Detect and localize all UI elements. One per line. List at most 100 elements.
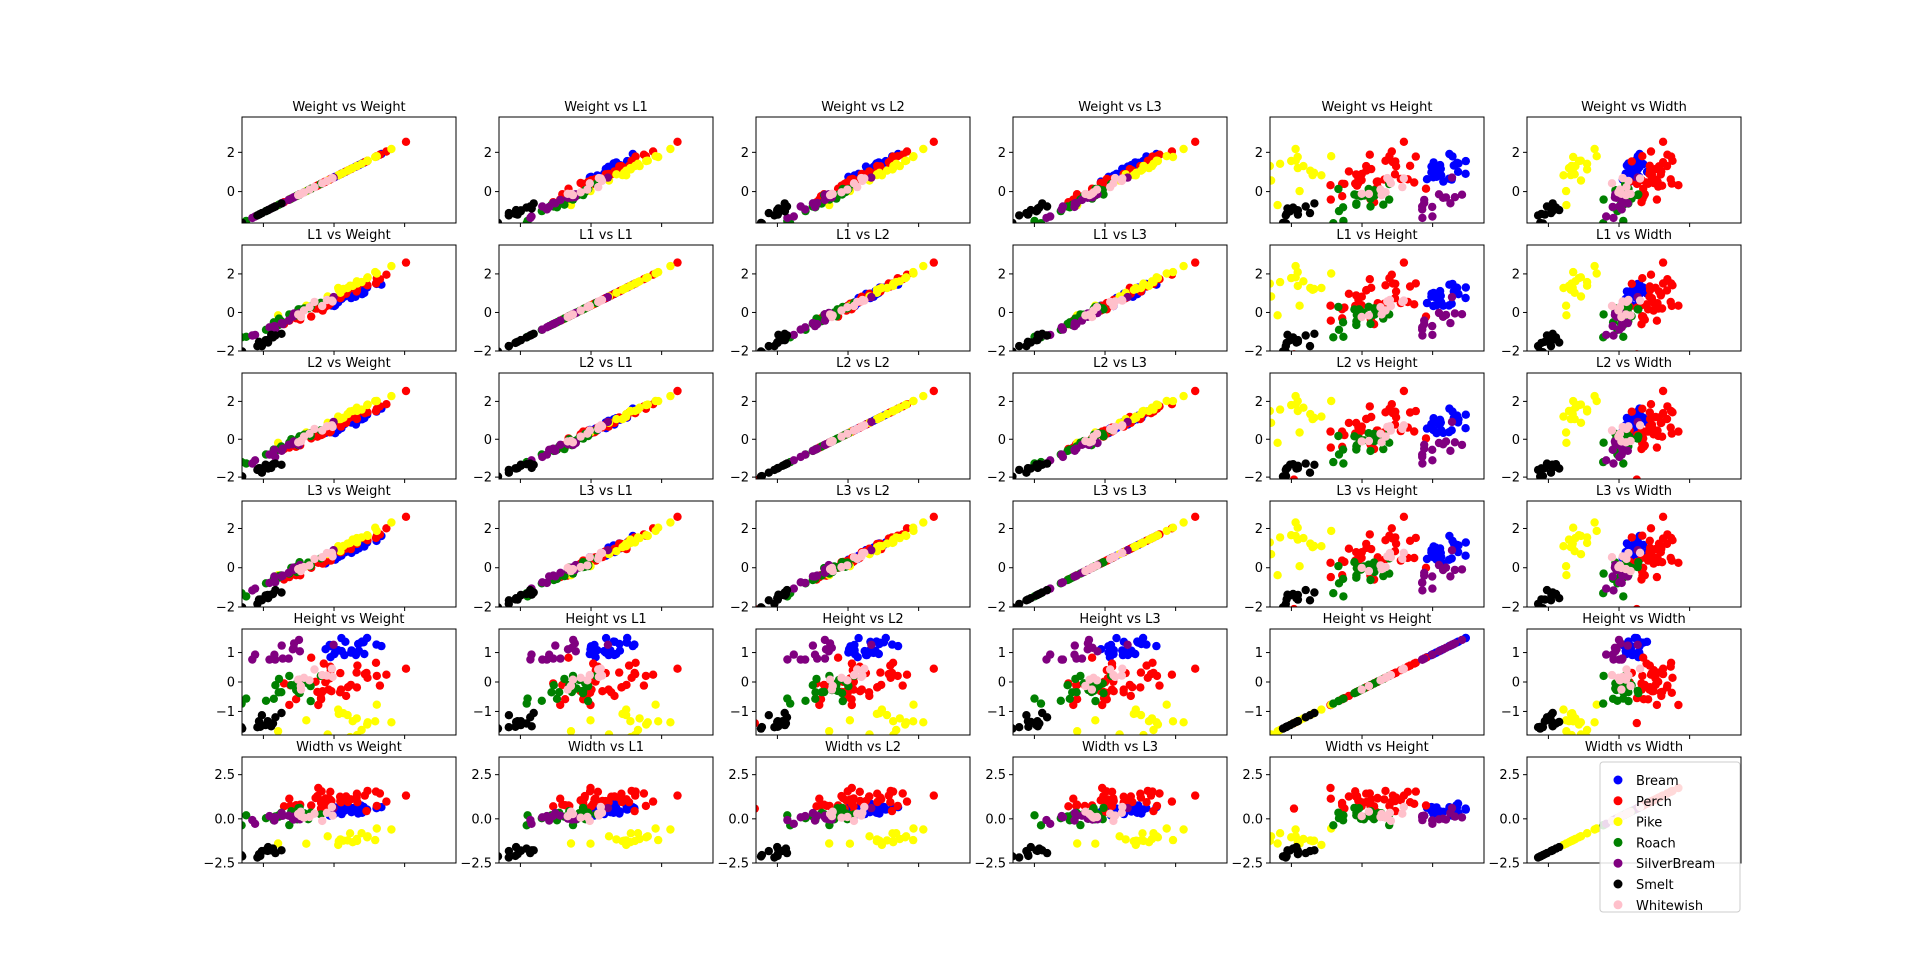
point-smelt [1310, 588, 1319, 597]
point-perch [864, 792, 874, 801]
point-roach [783, 694, 792, 703]
point-smelt [1282, 224, 1290, 232]
point-perch [1651, 680, 1660, 690]
point-pike [1273, 200, 1282, 210]
point-pike [387, 144, 396, 154]
point-pike [865, 730, 874, 735]
point-pike [666, 261, 675, 271]
point-perch [627, 673, 636, 682]
point-silverbream [284, 195, 293, 205]
point-perch [1155, 681, 1164, 690]
point-pike [626, 829, 635, 838]
point-perch [382, 270, 391, 279]
point-perch [346, 680, 356, 690]
point-roach [801, 696, 810, 705]
point-pike [1562, 200, 1571, 210]
axes-frame [498, 756, 714, 864]
point-smelt [756, 603, 766, 607]
point-whitewish [827, 685, 837, 694]
point-perch [372, 671, 381, 681]
point-smelt [228, 723, 236, 731]
point-whitewish [305, 303, 314, 312]
point-whitewish [305, 812, 314, 822]
point-whitewish [1092, 185, 1102, 194]
point-perch [1072, 695, 1082, 704]
point-pike [273, 839, 283, 848]
point-whitewish [843, 185, 852, 194]
point-silverbream [551, 641, 560, 650]
subplot-l1-vs-height: L1 vs Height−202 [1244, 228, 1485, 360]
point-perch [1143, 673, 1153, 682]
point-silverbream [789, 212, 798, 221]
point-pike [1317, 412, 1326, 421]
point-smelt [1013, 724, 1017, 733]
point-smelt [1305, 208, 1315, 218]
point-silverbream [1602, 584, 1611, 593]
point-pike [1574, 531, 1584, 540]
point-perch [1365, 402, 1375, 411]
point-pike [387, 391, 396, 401]
point-pike [1561, 428, 1571, 437]
point-perch [1627, 157, 1637, 166]
scatter-points [756, 512, 938, 607]
point-silverbream [538, 578, 547, 587]
point-whitewish [1398, 554, 1407, 564]
point-smelt [1042, 459, 1052, 468]
point-perch [1668, 408, 1677, 417]
point-pike [1162, 152, 1171, 161]
point-bream [1445, 404, 1454, 413]
point-silverbream [867, 173, 876, 182]
point-perch [1344, 544, 1354, 553]
point-smelt [1032, 591, 1041, 600]
point-whitewish [294, 564, 303, 574]
point-perch [1646, 270, 1656, 279]
point-smelt [242, 347, 247, 351]
point-whitewish [1621, 564, 1631, 574]
point-smelt [277, 708, 286, 718]
point-whitewish [825, 310, 835, 319]
point-perch [1399, 137, 1409, 146]
y-tick-label: 1 [1255, 646, 1263, 661]
point-pike [1295, 428, 1304, 437]
point-silverbream [1609, 655, 1618, 664]
point-silverbream [1623, 446, 1633, 455]
subplot-l3-vs-l3: L3 vs L3−202 [987, 484, 1228, 616]
point-bream [1633, 162, 1642, 171]
point-roach [1334, 184, 1343, 194]
y-tick-label: 2 [484, 146, 492, 161]
y-tick-label: 2 [1512, 146, 1520, 161]
y-tick-label: 0 [1512, 306, 1520, 321]
point-bream [1632, 633, 1642, 643]
y-tick-label: 0 [741, 676, 749, 691]
y-tick-label: 2 [227, 267, 235, 282]
scatter-points [1270, 512, 1471, 607]
point-pike [1590, 518, 1599, 527]
point-whitewish [328, 422, 337, 432]
point-smelt [526, 713, 535, 722]
subplot-title: Weight vs L2 [821, 100, 905, 115]
point-perch [1405, 161, 1415, 170]
point-pike [1162, 526, 1171, 536]
subplot-height-vs-l1: Height vs L1−101 [473, 612, 714, 739]
point-roach [552, 694, 562, 703]
y-tick-label: 2 [1255, 395, 1263, 410]
point-pike [626, 165, 635, 174]
point-silverbream [1611, 647, 1620, 656]
y-tick-label: −2 [473, 601, 492, 616]
point-whitewish [1106, 665, 1115, 674]
point-pike [1568, 710, 1577, 720]
point-perch [346, 795, 356, 804]
point-roach [242, 811, 251, 820]
point-smelt [271, 202, 280, 211]
point-bream [1105, 653, 1115, 662]
point-pike [1561, 186, 1571, 196]
point-smelt [504, 711, 514, 720]
point-silverbream [1616, 639, 1625, 648]
point-perch [648, 670, 658, 679]
point-bream [1435, 286, 1445, 296]
y-tick-label: 0 [484, 185, 492, 200]
point-bream [1452, 283, 1462, 292]
point-smelt [1042, 331, 1052, 340]
point-roach [1633, 562, 1642, 572]
scatter-points [1270, 633, 1471, 735]
